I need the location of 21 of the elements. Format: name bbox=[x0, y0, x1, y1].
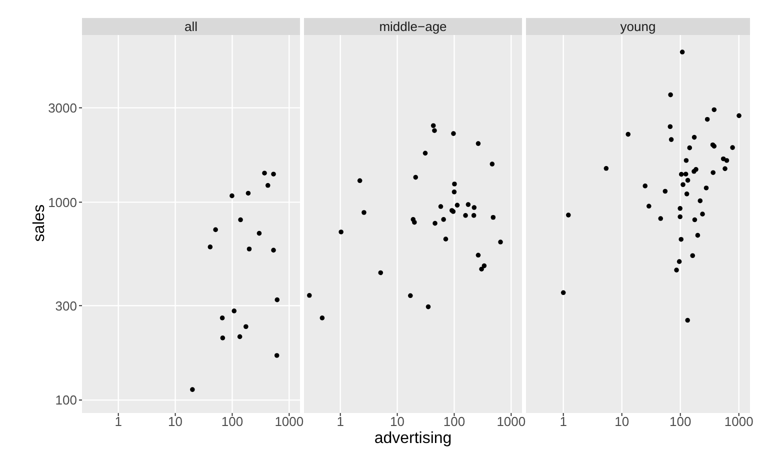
x-tick-label: 10 bbox=[168, 414, 183, 430]
x-tick-label: 100 bbox=[670, 414, 692, 430]
y-tick-label: 300 bbox=[55, 298, 77, 314]
x-tick-label: 10 bbox=[390, 414, 405, 430]
x-tick-label: 100 bbox=[443, 414, 466, 430]
x-tick-label: 10 bbox=[614, 414, 630, 430]
y-axis-title: sales bbox=[31, 203, 49, 244]
x-axis-title: advertising bbox=[373, 430, 453, 448]
chart-title: all bbox=[82, 18, 300, 35]
y-tick-label: 1000 bbox=[48, 194, 77, 210]
chart-title: middle−age bbox=[304, 18, 522, 35]
x-tick-label: 1 bbox=[336, 414, 344, 430]
y-tick-label: 3000 bbox=[48, 100, 77, 116]
x-tick-label: 1000 bbox=[724, 414, 754, 430]
x-tick-label: 1000 bbox=[274, 414, 304, 430]
y-tick-label: 100 bbox=[55, 392, 77, 408]
x-tick-label: 1 bbox=[560, 414, 567, 430]
chart-title: young bbox=[526, 18, 750, 35]
x-tick-label: 1 bbox=[114, 414, 122, 430]
x-tick-label: 1000 bbox=[496, 414, 526, 430]
x-tick-label: 100 bbox=[221, 414, 244, 430]
